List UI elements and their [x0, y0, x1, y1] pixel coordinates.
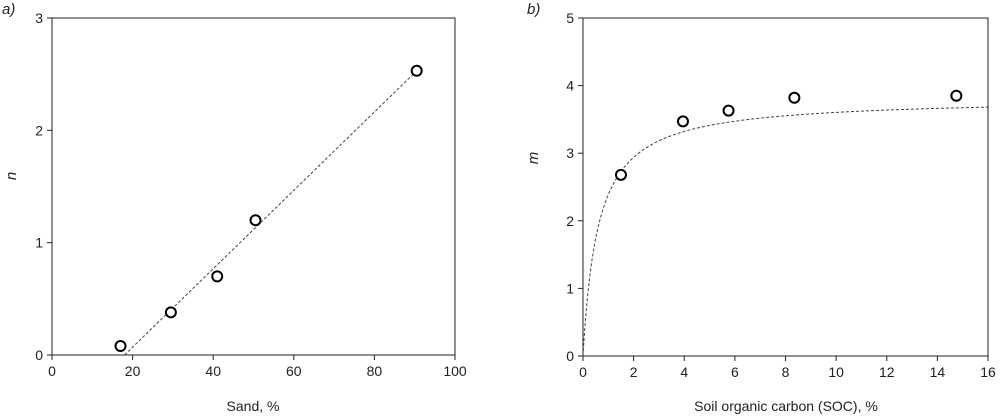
points-a — [114, 64, 423, 353]
panel-label-a: a) — [2, 1, 15, 18]
data-point-b-0 — [614, 168, 627, 181]
data-point-b-3 — [788, 91, 801, 104]
y-tick-label-a-2: 2 — [35, 122, 43, 138]
x-tick-label-b-5: 10 — [828, 364, 844, 380]
x-tick-label-a-0: 0 — [48, 363, 56, 379]
y-tick-label-b-3: 3 — [566, 145, 574, 161]
y-tick-label-a-3: 3 — [35, 10, 43, 26]
data-point-a-2 — [211, 270, 224, 283]
x-tick-label-b-4: 8 — [782, 364, 790, 380]
fit-curve-b — [582, 106, 989, 357]
data-point-a-3 — [249, 214, 262, 227]
x-tick-label-a-5: 100 — [443, 363, 467, 379]
y-tick-label-b-2: 2 — [566, 213, 574, 229]
x-axis-label-b: Soil organic carbon (SOC), % — [694, 398, 878, 414]
data-point-a-0 — [114, 340, 127, 353]
y-axis-label-a: n — [3, 172, 20, 180]
y-axis-label-b: m — [525, 152, 542, 165]
data-point-b-4 — [950, 89, 963, 102]
x-tick-label-b-0: 0 — [579, 364, 587, 380]
x-tick-label-b-6: 12 — [879, 364, 895, 380]
y-tick-label-b-4: 4 — [566, 78, 574, 94]
y-tick-label-b-0: 0 — [566, 348, 574, 364]
x-tick-label-b-1: 2 — [630, 364, 638, 380]
x-axis-label-a: Sand, % — [227, 398, 280, 414]
plot-frame-b — [582, 17, 989, 357]
chart-panel-a: a) 0 20 40 60 80 100 0 1 2 3 Sand, % n — [2, 1, 467, 414]
data-point-b-1 — [676, 115, 689, 128]
fit-line-b — [582, 106, 989, 357]
data-point-a-4 — [410, 64, 423, 77]
x-tick-label-a-3: 60 — [286, 363, 302, 379]
points-b — [614, 89, 963, 181]
x-tick-label-a-1: 20 — [125, 363, 141, 379]
x-tick-label-a-2: 40 — [205, 363, 221, 379]
plot-frame-a — [51, 17, 456, 356]
data-point-a-1 — [164, 306, 177, 319]
x-tick-label-b-2: 4 — [680, 364, 688, 380]
ticks-a: 0 20 40 60 80 100 0 1 2 3 — [35, 10, 467, 379]
x-tick-label-b-8: 16 — [980, 364, 996, 380]
y-tick-label-a-1: 1 — [35, 235, 43, 251]
panel-label-b: b) — [527, 1, 540, 18]
y-tick-label-a-0: 0 — [35, 347, 43, 363]
data-point-b-2 — [722, 104, 735, 117]
y-tick-label-b-1: 1 — [566, 280, 574, 296]
x-tick-label-a-4: 80 — [367, 363, 383, 379]
y-tick-label-b-5: 5 — [566, 10, 574, 26]
x-tick-label-b-3: 6 — [731, 364, 739, 380]
x-tick-label-b-7: 14 — [930, 364, 946, 380]
